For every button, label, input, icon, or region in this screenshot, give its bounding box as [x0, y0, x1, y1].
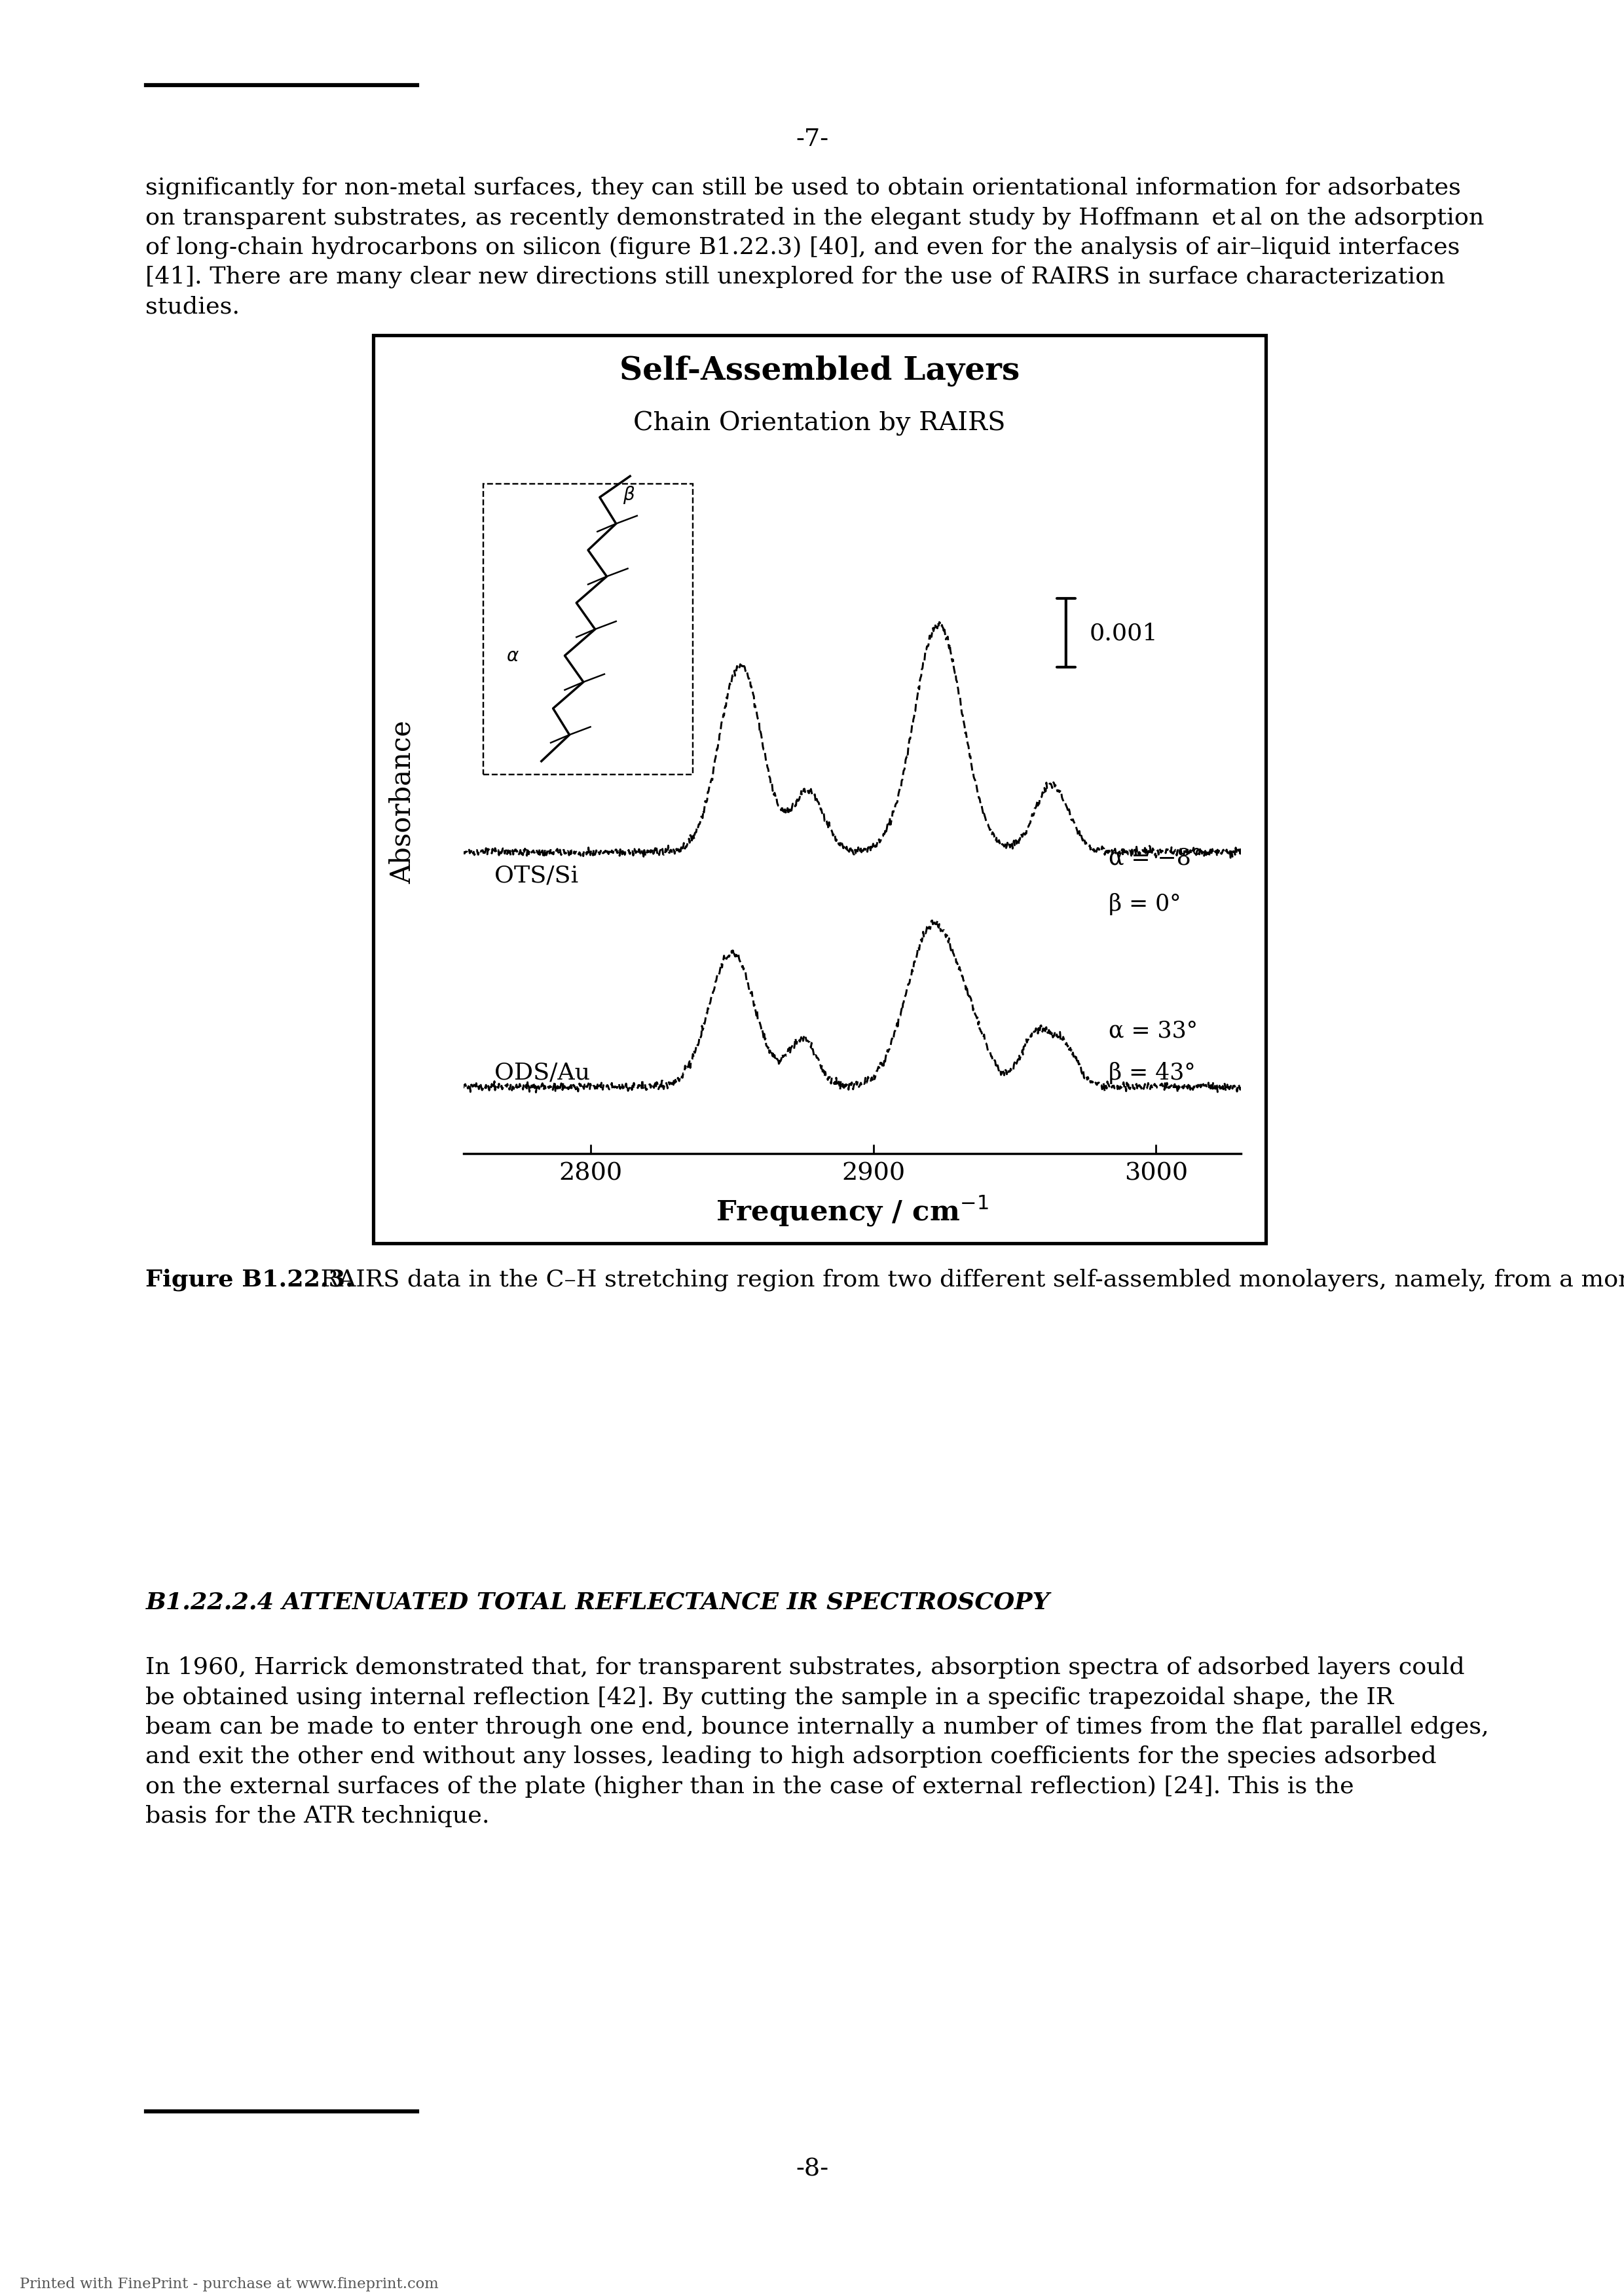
- Text: -7-: -7-: [796, 129, 828, 152]
- Text: B1.22.2.4 ATTENUATED TOTAL REFLECTANCE IR SPECTROSCOPY: B1.22.2.4 ATTENUATED TOTAL REFLECTANCE I…: [146, 1591, 1049, 1612]
- Text: $\alpha$: $\alpha$: [507, 647, 520, 666]
- Text: Chain Orientation by RAIRS: Chain Orientation by RAIRS: [633, 411, 1005, 436]
- Text: $\beta$: $\beta$: [624, 484, 635, 505]
- Text: RAIRS data in the C–H stretching region from two different self-assembled monola: RAIRS data in the C–H stretching region …: [313, 1267, 1624, 1290]
- Text: α = −8°: α = −8°: [1109, 847, 1202, 870]
- Text: Printed with FinePrint - purchase at www.fineprint.com: Printed with FinePrint - purchase at www…: [19, 2278, 438, 2291]
- Text: β = 0°: β = 0°: [1109, 893, 1181, 916]
- X-axis label: Frequency / cm$^{-1}$: Frequency / cm$^{-1}$: [716, 1194, 989, 1228]
- Text: 0.001: 0.001: [1090, 622, 1158, 645]
- Text: Self-Assembled Layers: Self-Assembled Layers: [619, 356, 1020, 386]
- Text: OTS/Si: OTS/Si: [494, 866, 578, 886]
- Text: Absorbance: Absorbance: [390, 721, 416, 884]
- Text: ODS/Au: ODS/Au: [494, 1061, 590, 1084]
- Text: significantly for non-metal surfaces, they can still be used to obtain orientati: significantly for non-metal surfaces, th…: [146, 177, 1484, 317]
- Text: β = 43°: β = 43°: [1109, 1061, 1195, 1084]
- Text: α = 33°: α = 33°: [1109, 1019, 1199, 1042]
- Text: -8-: -8-: [796, 2156, 828, 2181]
- Text: In 1960, Harrick demonstrated that, for transparent substrates, absorption spect: In 1960, Harrick demonstrated that, for …: [146, 1655, 1489, 1828]
- Text: Figure B1.22.3.: Figure B1.22.3.: [146, 1267, 354, 1290]
